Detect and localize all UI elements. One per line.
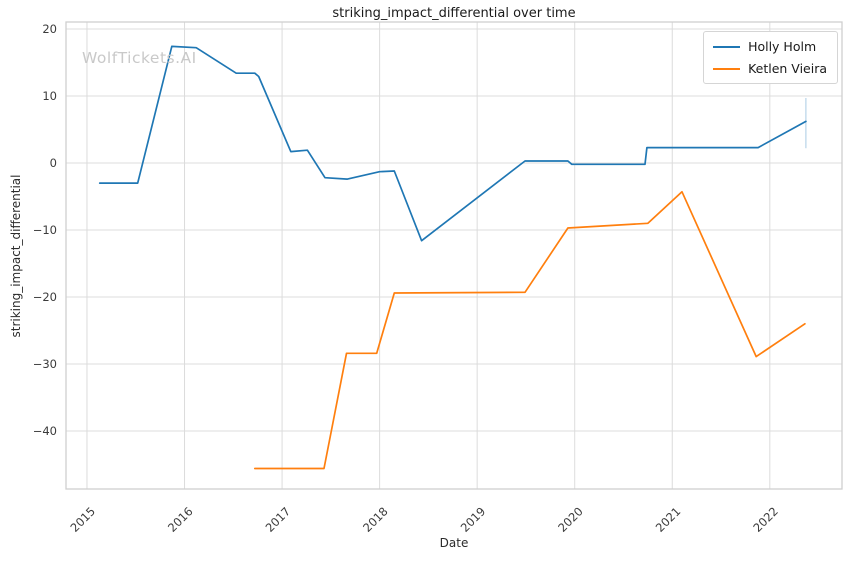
- y-tick-label: 20: [42, 22, 57, 36]
- x-axis-label: Date: [439, 536, 469, 550]
- x-tick-label: 2022: [750, 504, 781, 535]
- y-tick-label: 0: [50, 156, 57, 170]
- x-tick-label: 2021: [653, 504, 684, 535]
- y-tick-label: −20: [33, 290, 57, 304]
- x-tick-label: 2015: [67, 504, 98, 535]
- legend-line-sample: [713, 67, 741, 70]
- y-axis-label: striking_impact_differential: [9, 174, 23, 338]
- chart-title: striking_impact_differential over time: [332, 6, 576, 21]
- y-tick-label: −30: [33, 357, 57, 371]
- y-tick-label: −10: [33, 223, 57, 237]
- x-tick-label: 2020: [555, 504, 586, 535]
- y-tick-label: −40: [33, 424, 57, 438]
- legend: Holly Holm Ketlen Vieira: [703, 31, 838, 84]
- legend-item: Ketlen Vieira: [713, 61, 827, 76]
- y-tick-label: 10: [42, 89, 57, 103]
- legend-label: Holly Holm: [748, 39, 817, 54]
- x-tick-label: 2016: [165, 504, 196, 535]
- plot-border: [65, 21, 843, 490]
- watermark: WolfTickets.AI: [82, 49, 197, 67]
- x-tick-label: 2019: [458, 504, 489, 535]
- x-tick-label: 2018: [360, 504, 391, 535]
- legend-label: Ketlen Vieira: [748, 61, 827, 76]
- x-tick-label: 2017: [263, 504, 294, 535]
- series-line-holly-holm: [98, 45, 807, 242]
- legend-line-sample: [713, 45, 741, 48]
- legend-item: Holly Holm: [713, 39, 827, 54]
- series-line-ketlen-vieira: [253, 190, 806, 470]
